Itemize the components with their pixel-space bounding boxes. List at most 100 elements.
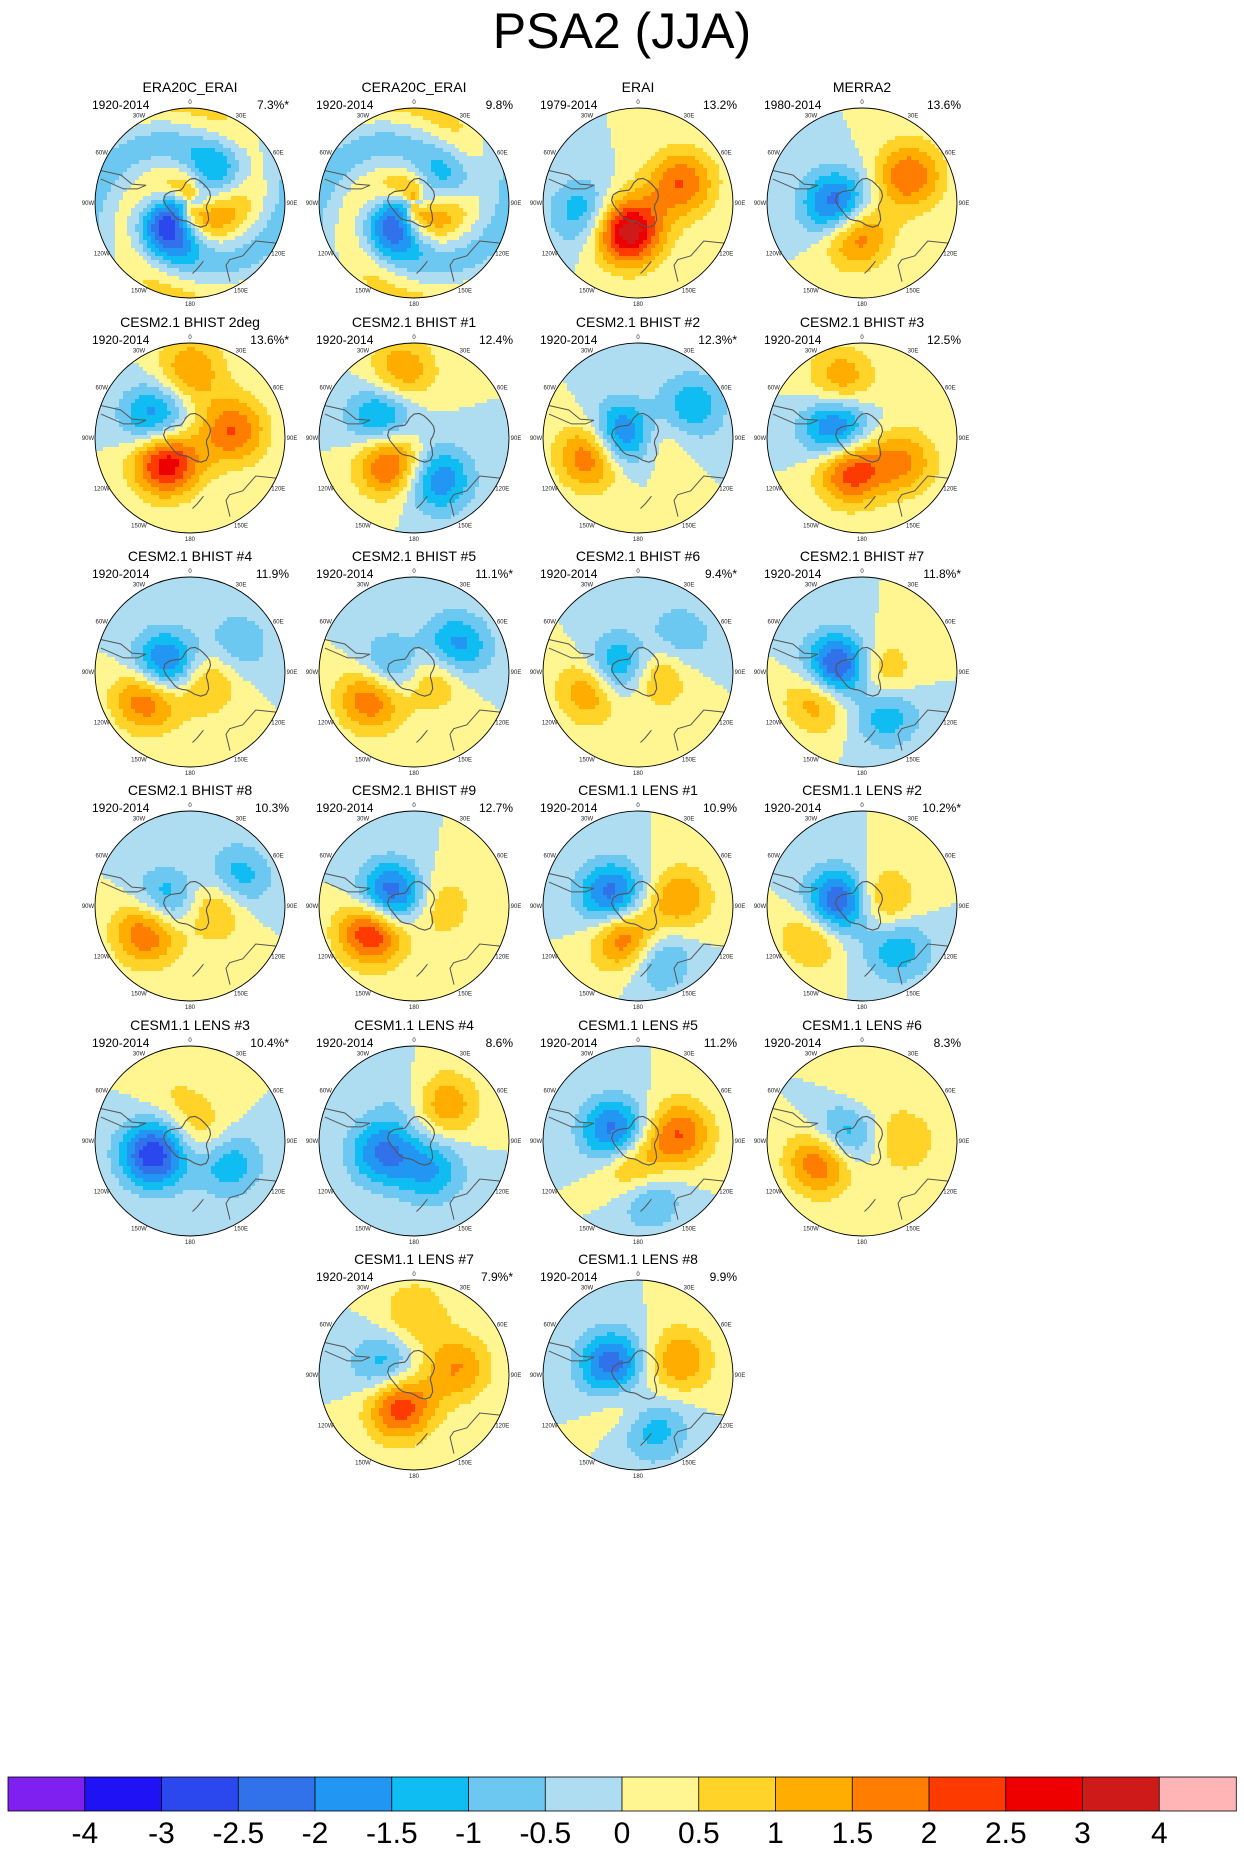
panel-title: CESM1.1 LENS #7 — [354, 1251, 474, 1267]
panel-variance-pct: 10.3% — [255, 801, 289, 815]
antarctica-coastline — [163, 412, 212, 463]
lon-label: 60W — [768, 854, 781, 860]
lon-label: 150W — [355, 1461, 371, 1467]
new-zealand-coastline — [416, 1432, 428, 1446]
lon-label: 150E — [906, 758, 920, 764]
panel-variance-pct: 13.2% — [703, 98, 737, 112]
map-border — [94, 810, 286, 1002]
lon-label: 150E — [682, 1227, 696, 1233]
map-panel: 0 30E 60E 90E 120E 150E 180 150W 120W 90W 60W 30W CE… — [306, 1251, 522, 1480]
map-panel: 0 30E 60E 90E 120E 150E 180 150W 120W 90W 60W 30W CE… — [306, 1017, 522, 1246]
panel-variance-pct: 8.6% — [486, 1036, 514, 1050]
lon-label: 150W — [579, 524, 595, 530]
map-border — [94, 107, 286, 299]
colorbar-swatch — [1158, 1776, 1237, 1812]
australia-coastline — [673, 240, 725, 282]
lon-label: 90E — [511, 1139, 522, 1145]
panel-title: CESM2.1 BHIST #8 — [128, 782, 252, 798]
lon-label: 30W — [133, 583, 146, 589]
lon-label: 120W — [542, 252, 558, 258]
new-zealand-coastline — [192, 963, 204, 977]
lon-label: 30W — [581, 583, 594, 589]
colorbar-tick-label: 3 — [1074, 1817, 1091, 1850]
lon-label: 30E — [908, 1052, 919, 1058]
panel-title: ERA20C_ERAI — [143, 79, 238, 95]
lon-label: 60W — [96, 151, 109, 157]
lon-label: 120E — [943, 721, 957, 727]
lon-label: 90W — [530, 201, 543, 207]
panel-period: 1920-2014 — [92, 333, 150, 347]
australia-coastline — [225, 1178, 277, 1220]
panel-title: CESM2.1 BHIST #7 — [800, 548, 924, 564]
lon-label: 120E — [495, 721, 509, 727]
lon-label: 0 — [188, 100, 192, 106]
lon-label: 30E — [460, 1286, 471, 1292]
south-america-coastline — [100, 1108, 147, 1128]
lon-label: 30W — [133, 817, 146, 823]
lon-label: 60E — [945, 854, 956, 860]
map-panel: 0 30E 60E 90E 120E 150E 180 150W 120W 90W 60W 30W ER… — [530, 79, 746, 308]
map-panel: 0 30E 60E 90E 120E 150E 180 150W 120W 90W 60W 30W CE… — [82, 782, 298, 1011]
lon-label: 60W — [544, 620, 557, 626]
panel-title: CESM2.1 BHIST #2 — [576, 314, 700, 330]
lon-label: 180 — [409, 302, 420, 308]
australia-coastline — [449, 475, 501, 517]
antarctica-coastline — [835, 880, 884, 931]
lon-label: 60E — [945, 386, 956, 392]
panel-variance-pct: 8.3% — [934, 1036, 962, 1050]
lon-label: 120W — [318, 1190, 334, 1196]
lon-label: 180 — [409, 771, 420, 777]
lon-label: 0 — [412, 569, 416, 575]
lon-label: 150W — [803, 289, 819, 295]
lon-label: 0 — [188, 335, 192, 341]
anomaly-field — [767, 108, 957, 298]
figure-title: PSA2 (JJA) — [0, 0, 1244, 62]
panel-variance-pct: 13.6%* — [250, 333, 289, 347]
lon-label: 0 — [860, 335, 864, 341]
lon-label: 90W — [306, 436, 319, 442]
lon-label: 30E — [236, 114, 247, 120]
map-panel: 0 30E 60E 90E 120E 150E 180 150W 120W 90W 60W 30W ME… — [754, 79, 970, 308]
lon-label: 180 — [857, 537, 868, 543]
colorbar-tick-label: 2.5 — [985, 1817, 1027, 1850]
new-zealand-coastline — [640, 260, 652, 274]
map-border — [318, 342, 510, 534]
colorbar-swatch — [468, 1776, 546, 1812]
panel-title: CESM1.1 LENS #4 — [354, 1017, 474, 1033]
colorbar-swatch — [698, 1776, 777, 1812]
antarctica-coastline — [387, 412, 436, 463]
lon-label: 0 — [412, 803, 416, 809]
new-zealand-coastline — [864, 963, 876, 977]
lon-label: 60E — [721, 854, 732, 860]
map-border — [318, 107, 510, 299]
australia-coastline — [897, 475, 949, 517]
panel-period: 1920-2014 — [92, 98, 150, 112]
lon-label: 180 — [633, 1005, 644, 1011]
map-border — [542, 107, 734, 299]
lon-label: 30E — [460, 114, 471, 120]
lon-label: 150E — [234, 289, 248, 295]
south-america-coastline — [772, 405, 819, 425]
lon-label: 150W — [131, 992, 147, 998]
lon-label: 60E — [497, 151, 508, 157]
lon-label: 30E — [908, 583, 919, 589]
antarctica-coastline — [387, 1349, 436, 1400]
colorbar-tick-label: -2.5 — [212, 1817, 264, 1850]
lon-label: 60E — [273, 1089, 284, 1095]
lon-label: 30W — [805, 583, 818, 589]
lon-label: 120E — [719, 1190, 733, 1196]
lon-label: 60E — [273, 151, 284, 157]
lon-label: 60W — [768, 620, 781, 626]
colorbar-swatch — [1005, 1776, 1084, 1812]
lon-label: 180 — [633, 1474, 644, 1480]
lon-label: 150W — [803, 1227, 819, 1233]
lon-label: 60W — [96, 386, 109, 392]
australia-coastline — [225, 240, 277, 282]
colorbar-swatch — [7, 1776, 86, 1812]
lon-label: 90E — [511, 670, 522, 676]
south-america-coastline — [548, 170, 595, 190]
panel-period: 1920-2014 — [540, 801, 598, 815]
map-panel: 0 30E 60E 90E 120E 150E 180 150W 120W 90W 60W 30W CE… — [530, 548, 746, 777]
lon-label: 90W — [754, 436, 767, 442]
lon-label: 60E — [721, 1323, 732, 1329]
